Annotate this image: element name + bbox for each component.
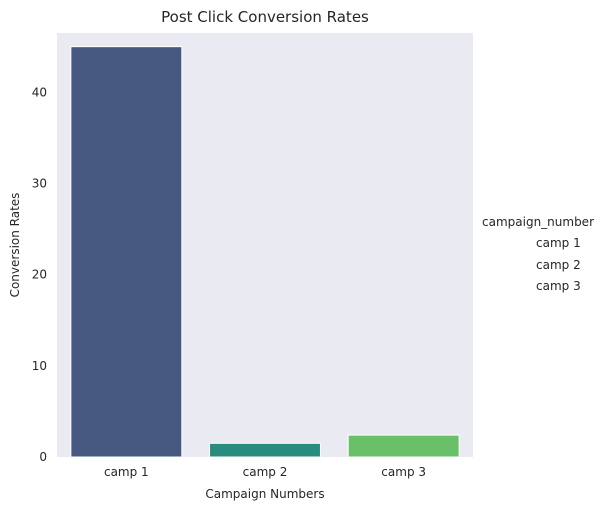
- y-tick-label: 20: [32, 268, 47, 282]
- bars-group: [70, 46, 460, 458]
- y-ticks-group: 0 10 20 30 40: [32, 85, 47, 464]
- x-tick-label: camp 2: [243, 465, 288, 479]
- chart-title: Post Click Conversion Rates: [161, 8, 369, 26]
- x-tick-label: camp 3: [381, 465, 426, 479]
- x-axis-label: Campaign Numbers: [205, 487, 324, 501]
- x-tick-label: camp 1: [104, 465, 149, 479]
- y-tick-label: 0: [39, 450, 47, 464]
- y-tick-label: 10: [32, 359, 47, 373]
- bar-camp-2: [209, 442, 321, 458]
- legend-entry-camp-3: camp 3: [536, 279, 581, 293]
- y-tick-label: 30: [32, 176, 47, 190]
- x-ticks-group: camp 1 camp 2 camp 3: [104, 465, 426, 479]
- legend-entry-camp-1: camp 1: [536, 236, 581, 250]
- legend-entry-camp-2: camp 2: [536, 258, 581, 272]
- bar-camp-1: [70, 46, 183, 458]
- y-axis-label: Conversion Rates: [8, 193, 22, 298]
- legend-title: campaign_number: [482, 215, 595, 229]
- bar-camp-3: [347, 434, 460, 458]
- y-tick-label: 40: [32, 85, 47, 99]
